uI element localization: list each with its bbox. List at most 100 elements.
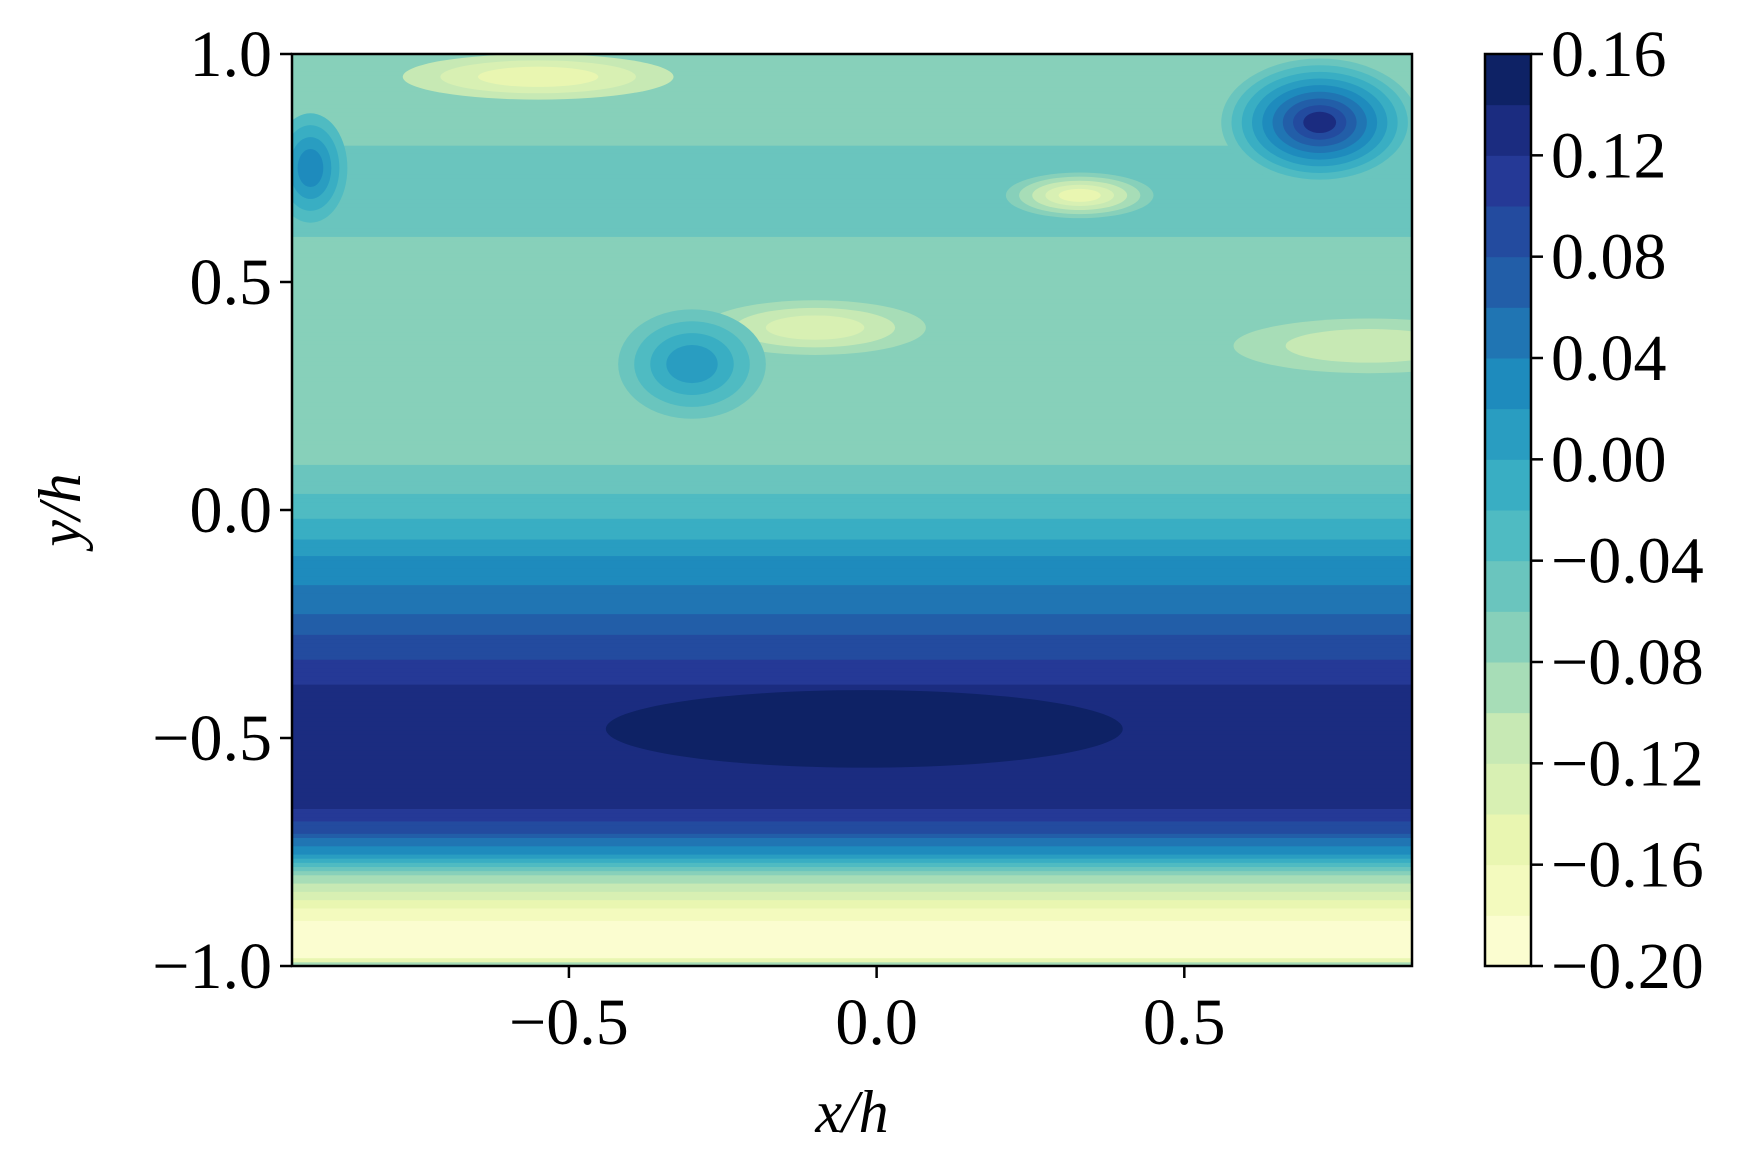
colorbar-level bbox=[1485, 560, 1531, 612]
contour-band bbox=[292, 182, 1412, 188]
contour-band bbox=[292, 671, 1412, 677]
y-tick-label: −1.0 bbox=[152, 930, 272, 1003]
contour-band bbox=[292, 136, 1412, 142]
contour-band bbox=[292, 372, 1412, 378]
contour-band bbox=[292, 824, 1412, 830]
contour-region bbox=[477, 66, 599, 87]
contour-band bbox=[292, 911, 1412, 917]
contour-band bbox=[292, 924, 1412, 930]
colorbar-level bbox=[1485, 104, 1531, 156]
contour-band bbox=[292, 380, 1412, 387]
contour-band bbox=[292, 86, 1412, 92]
contour-band bbox=[292, 244, 1412, 250]
contour-band bbox=[292, 376, 1412, 382]
contour-region bbox=[1058, 188, 1101, 202]
contour-band bbox=[292, 774, 1412, 780]
contour-band bbox=[292, 144, 1412, 150]
colorbar-tick-label: 0.04 bbox=[1551, 322, 1667, 395]
y-tick-label: 0.5 bbox=[190, 246, 273, 319]
contour-band bbox=[292, 111, 1412, 117]
colorbar-tick-label: 0.08 bbox=[1551, 221, 1667, 294]
contour-band bbox=[292, 596, 1412, 602]
contour-band bbox=[292, 534, 1412, 540]
colorbar-tick-label: −0.08 bbox=[1551, 626, 1704, 699]
contour-band bbox=[292, 820, 1412, 826]
contour-band bbox=[292, 766, 1412, 772]
contour-region bbox=[605, 690, 1123, 768]
contour-band bbox=[292, 530, 1412, 536]
contour-band bbox=[292, 563, 1412, 569]
colorbar-frame bbox=[1483, 52, 1533, 968]
colorbar-level bbox=[1485, 813, 1531, 866]
contour-band bbox=[292, 866, 1412, 872]
contour-band bbox=[292, 961, 1412, 966]
contour-band bbox=[292, 103, 1412, 109]
contour-band bbox=[292, 186, 1412, 192]
contour-region bbox=[297, 148, 324, 188]
colorbar-level bbox=[1485, 762, 1531, 815]
contour-band bbox=[292, 61, 1412, 67]
contour-band bbox=[292, 119, 1412, 125]
contour-band bbox=[292, 497, 1412, 503]
contour-region bbox=[666, 345, 718, 384]
colorbar-level bbox=[1485, 509, 1531, 562]
contour-band bbox=[292, 418, 1412, 424]
contour-band bbox=[292, 861, 1412, 868]
contour-band bbox=[292, 256, 1412, 262]
contour-band bbox=[292, 870, 1412, 876]
contour-band bbox=[292, 364, 1412, 370]
contour-band bbox=[292, 957, 1412, 963]
contour-band bbox=[292, 422, 1412, 428]
contour-band bbox=[292, 841, 1412, 847]
contour-region bbox=[1303, 111, 1337, 134]
contour-band bbox=[292, 152, 1412, 159]
contour-band bbox=[292, 439, 1412, 445]
contour-band bbox=[292, 202, 1412, 208]
contour-band bbox=[292, 190, 1412, 196]
colorbar: −0.20 −0.16 −0.12 −0.08 −0.04 0.00 0.04 0.08 0.1… bbox=[1483, 18, 1704, 1003]
contour-band bbox=[292, 907, 1412, 913]
contour-band bbox=[292, 878, 1412, 884]
colorbar-level bbox=[1485, 864, 1531, 916]
contour-band bbox=[292, 248, 1412, 254]
contour-band bbox=[292, 414, 1412, 420]
contour-band bbox=[292, 828, 1412, 834]
contour-band bbox=[292, 434, 1412, 441]
contour-band bbox=[292, 206, 1412, 213]
contour-band bbox=[292, 667, 1412, 673]
contour-band bbox=[292, 455, 1412, 461]
contour-band bbox=[292, 770, 1412, 776]
contour-band bbox=[292, 281, 1412, 287]
contour-band bbox=[292, 360, 1412, 366]
colorbar-level bbox=[1485, 458, 1531, 511]
contour-band bbox=[292, 488, 1412, 494]
contour-band bbox=[292, 778, 1412, 785]
contour-band bbox=[292, 285, 1412, 291]
colorbar-tick-label: −0.04 bbox=[1551, 525, 1704, 598]
x-tick-label: 0.0 bbox=[835, 986, 918, 1059]
contour-band bbox=[292, 509, 1412, 515]
y-tick-label: 1.0 bbox=[190, 18, 273, 91]
contour-band bbox=[292, 94, 1412, 101]
contour-band bbox=[292, 836, 1412, 843]
contour-band bbox=[292, 368, 1412, 374]
contour-band bbox=[292, 269, 1412, 275]
contour-band bbox=[292, 128, 1412, 134]
contour-band bbox=[292, 621, 1412, 627]
contour-band bbox=[292, 231, 1412, 237]
contour-band bbox=[292, 849, 1412, 855]
contour-band bbox=[292, 289, 1412, 295]
colorbar-level bbox=[1485, 914, 1531, 967]
contour-band bbox=[292, 107, 1412, 113]
contour-band bbox=[292, 140, 1412, 146]
contour-band bbox=[292, 650, 1412, 656]
contour-band bbox=[292, 501, 1412, 507]
contour-band bbox=[292, 795, 1412, 801]
contour-band bbox=[292, 215, 1412, 221]
contour-bands bbox=[292, 54, 1412, 966]
contour-band bbox=[292, 148, 1412, 154]
contour-band bbox=[292, 99, 1412, 105]
contour-band bbox=[292, 791, 1412, 797]
contour-features bbox=[292, 54, 1412, 768]
contour-band bbox=[292, 675, 1412, 681]
